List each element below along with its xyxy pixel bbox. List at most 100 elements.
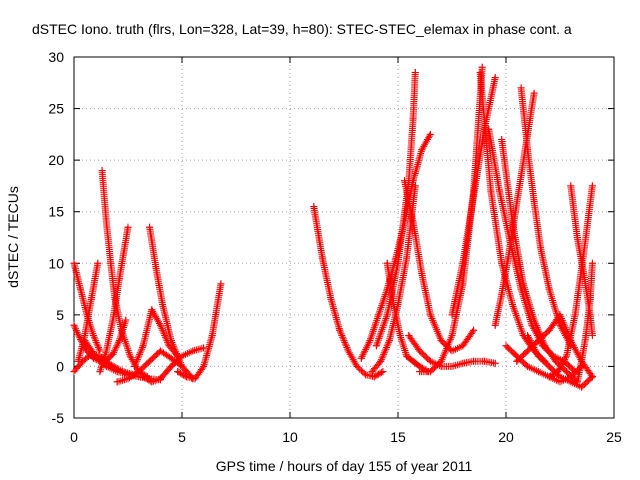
data-point xyxy=(327,295,335,303)
y-tick-label: 30 xyxy=(48,49,64,65)
data-point xyxy=(178,362,186,370)
data-point xyxy=(524,347,532,355)
data-point xyxy=(573,378,581,386)
y-tick-label: 20 xyxy=(48,152,64,168)
data-point xyxy=(524,362,532,370)
data-point xyxy=(98,167,106,174)
data-point xyxy=(409,115,417,123)
data-point xyxy=(191,375,199,383)
data-point xyxy=(580,270,588,278)
data-point xyxy=(353,362,361,370)
data-point xyxy=(588,182,596,190)
data-point xyxy=(578,383,586,391)
data-point xyxy=(167,354,175,362)
data-point xyxy=(509,301,516,308)
data-point xyxy=(491,359,499,367)
data-point xyxy=(383,311,391,319)
data-point xyxy=(336,326,344,334)
data-point xyxy=(556,311,564,319)
series-31 xyxy=(573,259,596,386)
data-point xyxy=(567,378,575,386)
data-point xyxy=(113,378,121,386)
data-point xyxy=(357,354,365,362)
data-point xyxy=(448,311,456,319)
data-point xyxy=(310,203,318,211)
data-point xyxy=(409,218,417,226)
data-point xyxy=(159,301,167,308)
data-point xyxy=(519,280,527,288)
data-point xyxy=(545,326,553,334)
data-point xyxy=(498,136,506,143)
data-point xyxy=(426,311,434,319)
data-point xyxy=(524,332,532,339)
data-point xyxy=(124,375,132,383)
data-point xyxy=(409,357,417,365)
data-point xyxy=(426,357,434,365)
x-tick-label: 0 xyxy=(70,429,78,445)
data-point xyxy=(448,347,456,355)
data-point xyxy=(545,373,553,381)
data-point xyxy=(403,254,411,262)
series-21 xyxy=(476,69,549,365)
data-point xyxy=(139,373,147,381)
data-point xyxy=(487,187,495,195)
data-point xyxy=(113,368,121,376)
data-point xyxy=(139,342,147,350)
data-point xyxy=(135,368,143,376)
y-tick-label: 10 xyxy=(48,255,64,271)
data-point xyxy=(470,192,478,200)
data-point xyxy=(459,359,467,367)
data-point xyxy=(368,368,376,376)
x-tick-label: 20 xyxy=(498,429,514,445)
data-point xyxy=(476,69,484,76)
data-point xyxy=(491,321,499,329)
data-point xyxy=(556,321,564,329)
data-point xyxy=(552,357,560,365)
data-point xyxy=(530,316,538,324)
data-point xyxy=(485,125,493,133)
data-point xyxy=(385,337,393,345)
y-tick-label: 5 xyxy=(56,307,64,323)
series-17 xyxy=(401,177,478,355)
data-point xyxy=(200,362,208,370)
data-point xyxy=(480,357,488,365)
data-point xyxy=(513,352,521,360)
data-point xyxy=(102,218,110,226)
data-point xyxy=(588,373,596,381)
data-point xyxy=(379,368,387,376)
data-point xyxy=(174,368,182,376)
data-point xyxy=(372,342,380,350)
data-point xyxy=(504,254,512,262)
data-point xyxy=(126,352,134,360)
data-point xyxy=(70,259,78,267)
data-point xyxy=(437,357,445,365)
data-point xyxy=(165,342,173,350)
x-tick-label: 5 xyxy=(178,429,186,445)
data-point xyxy=(411,69,419,76)
series-12 xyxy=(310,203,387,381)
data-point xyxy=(70,368,78,376)
data-point xyxy=(573,234,581,241)
data-point xyxy=(89,332,97,339)
data-point xyxy=(491,74,499,82)
data-point xyxy=(87,295,95,303)
data-point xyxy=(534,337,542,345)
y-tick-label: 15 xyxy=(48,204,64,220)
data-point xyxy=(426,130,434,138)
series-28 xyxy=(524,332,596,391)
chart-title: dSTEC Iono. truth (flrs, Lon=328, Lat=39… xyxy=(32,21,572,37)
data-point xyxy=(563,352,570,360)
series-32 xyxy=(556,311,596,381)
data-point xyxy=(109,350,117,358)
data-point xyxy=(537,244,545,252)
data-point xyxy=(437,337,445,345)
data-point xyxy=(94,259,102,267)
data-point xyxy=(586,295,594,303)
data-point xyxy=(102,347,110,355)
data-point xyxy=(588,259,596,267)
data-point xyxy=(362,371,370,379)
data-point xyxy=(102,362,110,370)
data-point xyxy=(96,368,104,376)
y-tick-label: 25 xyxy=(48,101,64,117)
data-point xyxy=(81,337,89,345)
